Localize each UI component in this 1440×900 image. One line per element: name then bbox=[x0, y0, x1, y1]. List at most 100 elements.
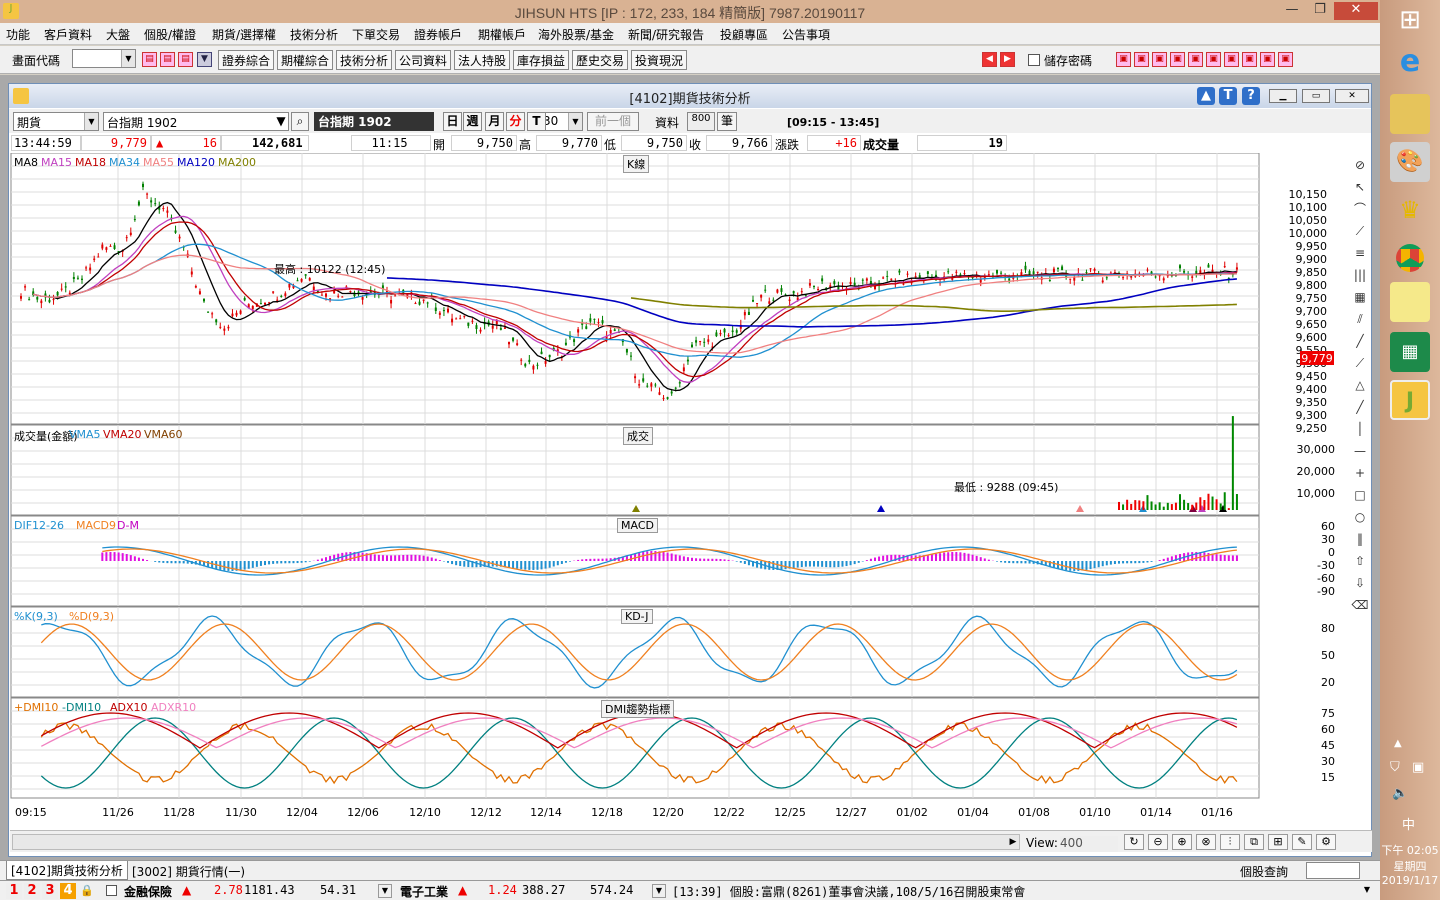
type-select[interactable]: 期貨 ▼ bbox=[13, 112, 99, 131]
toolbar-button-1[interactable]: 期權綜合 bbox=[277, 50, 334, 70]
close-button[interactable]: ✕ bbox=[1334, 2, 1378, 20]
toolbar-button-0[interactable]: 證券綜合 bbox=[218, 50, 275, 70]
tray-icon-1[interactable]: ⛉ bbox=[1390, 760, 1400, 775]
bottom-tool-3-icon[interactable]: ⊗ bbox=[1196, 834, 1216, 850]
lock-icon[interactable]: 🔒 bbox=[80, 884, 94, 897]
child-close-button[interactable]: ✕ bbox=[1335, 89, 1369, 103]
period-1[interactable]: 週 bbox=[463, 112, 482, 131]
draw-tool-9-icon[interactable]: ⟋ bbox=[1355, 356, 1365, 370]
menu-item-10[interactable]: 新聞/研究報告 bbox=[628, 28, 705, 42]
ime-indicator[interactable]: 中 bbox=[1402, 818, 1416, 833]
draw-tool-4-icon[interactable]: ≡ bbox=[1354, 246, 1366, 260]
bottom-tool-5-icon[interactable]: ⧉ bbox=[1244, 834, 1264, 850]
stock-query-input[interactable] bbox=[1306, 862, 1360, 879]
sheets-icon[interactable]: ▦ bbox=[1390, 332, 1430, 372]
chart-area[interactable]: 10,15010,10010,05010,0009,9509,9009,8509… bbox=[9, 153, 1349, 829]
scrollbar-track[interactable] bbox=[12, 834, 1020, 850]
clock-time[interactable]: 下午 02:05 bbox=[1381, 844, 1439, 857]
menu-item-5[interactable]: 技術分析 bbox=[290, 28, 339, 42]
quick-icon-2[interactable]: ▤ bbox=[178, 52, 193, 67]
text-icon[interactable]: T bbox=[1219, 87, 1237, 105]
bottom-tool-0-icon[interactable]: ↻ bbox=[1124, 834, 1144, 850]
save-password-checkbox[interactable] bbox=[1028, 54, 1040, 66]
interval-select[interactable]: 30 ▼ bbox=[539, 112, 583, 131]
menu-item-9[interactable]: 海外股票/基金 bbox=[538, 28, 615, 42]
period-3[interactable]: 分 bbox=[506, 112, 525, 131]
period-0[interactable]: 日 bbox=[443, 112, 462, 131]
tool-icon-9[interactable]: ▣ bbox=[1278, 52, 1293, 67]
draw-tool-7-icon[interactable]: ⫽ bbox=[1357, 312, 1363, 326]
volume-icon[interactable]: 🔈 bbox=[1392, 786, 1409, 801]
toolbar-button-3[interactable]: 公司資料 bbox=[395, 50, 452, 70]
draw-tool-17-icon[interactable]: ‖ bbox=[1357, 532, 1363, 546]
toolbar-button-6[interactable]: 歷史交易 bbox=[572, 50, 629, 70]
sticky-notes-icon[interactable] bbox=[1390, 282, 1430, 322]
menu-item-2[interactable]: 大盤 bbox=[106, 28, 131, 42]
sector2-dropdown-icon[interactable]: ▼ bbox=[652, 884, 666, 898]
tool-icon-4[interactable]: ▣ bbox=[1188, 52, 1203, 67]
contract-select[interactable]: 台指期 1902 ▼ bbox=[103, 112, 289, 131]
news-dropdown-icon[interactable]: ▼ bbox=[1363, 885, 1371, 894]
menu-item-1[interactable]: 客戶資料 bbox=[44, 28, 93, 42]
data-count-input[interactable]: 800 bbox=[687, 112, 715, 131]
quick-icon-1[interactable]: ▤ bbox=[160, 52, 175, 67]
status-num-3[interactable]: 3 bbox=[42, 883, 58, 899]
tool-icon-6[interactable]: ▣ bbox=[1224, 52, 1239, 67]
menu-item-3[interactable]: 個股/權證 bbox=[144, 28, 197, 42]
tool-icon-3[interactable]: ▣ bbox=[1170, 52, 1185, 67]
paint-icon[interactable]: 🎨 bbox=[1390, 142, 1430, 182]
windows-start-icon[interactable]: ⊞ bbox=[1399, 5, 1421, 35]
tool-icon-8[interactable]: ▣ bbox=[1260, 52, 1275, 67]
tool-icon-2[interactable]: ▣ bbox=[1152, 52, 1167, 67]
bottom-tool-6-icon[interactable]: ⊞ bbox=[1268, 834, 1288, 850]
quick-icon-0[interactable]: ▤ bbox=[142, 52, 157, 67]
tool-icon-0[interactable]: ▣ bbox=[1116, 52, 1131, 67]
period-2[interactable]: 月 bbox=[485, 112, 504, 131]
bottom-tool-7-icon[interactable]: ✎ bbox=[1292, 834, 1312, 850]
draw-tool-11-icon[interactable]: ╱ bbox=[1356, 400, 1364, 414]
dropdown-icon[interactable]: ▼ bbox=[197, 52, 212, 67]
jihsun-app-icon[interactable]: J bbox=[1390, 380, 1430, 420]
help-icon[interactable]: ? bbox=[1242, 87, 1260, 105]
draw-tool-14-icon[interactable]: + bbox=[1354, 466, 1366, 480]
draw-tool-10-icon[interactable]: △ bbox=[1355, 378, 1365, 392]
draw-tool-0-icon[interactable]: ⊘ bbox=[1354, 158, 1366, 172]
crown-app-icon[interactable]: ♛ bbox=[1399, 196, 1421, 224]
draw-tool-20-icon[interactable]: ⌫ bbox=[1351, 598, 1369, 612]
bottom-tool-2-icon[interactable]: ⊕ bbox=[1172, 834, 1192, 850]
search-icon[interactable]: ⌕ bbox=[291, 112, 309, 131]
draw-tool-18-icon[interactable]: ⇧ bbox=[1354, 554, 1366, 568]
menu-item-12[interactable]: 公告事項 bbox=[782, 28, 831, 42]
tool-icon-7[interactable]: ▣ bbox=[1242, 52, 1257, 67]
draw-tool-5-icon[interactable]: ||| bbox=[1353, 268, 1367, 282]
chrome-icon[interactable] bbox=[1390, 238, 1430, 278]
ie-icon[interactable]: e bbox=[1399, 44, 1421, 79]
menu-item-7[interactable]: 證券帳戶 bbox=[414, 28, 463, 42]
draw-tool-19-icon[interactable]: ⇩ bbox=[1354, 576, 1366, 590]
status-num-4[interactable]: 4 bbox=[60, 883, 76, 899]
status-checkbox[interactable] bbox=[106, 885, 117, 896]
draw-tool-13-icon[interactable]: — bbox=[1354, 444, 1366, 458]
view-value[interactable]: 400 bbox=[1060, 836, 1118, 852]
unit-button[interactable]: 筆 bbox=[717, 112, 737, 131]
draw-tool-2-icon[interactable]: ⌒ bbox=[1353, 202, 1366, 216]
status-num-1[interactable]: 1 bbox=[6, 883, 22, 899]
bottom-tool-8-icon[interactable]: ⚙ bbox=[1316, 834, 1336, 850]
period-4[interactable]: T bbox=[527, 112, 546, 131]
scroll-right-icon[interactable]: ▶ bbox=[1009, 837, 1017, 847]
draw-tool-1-icon[interactable]: ↖ bbox=[1354, 180, 1366, 194]
code-input[interactable]: ▼ bbox=[72, 49, 136, 68]
bottom-tool-4-icon[interactable]: ⫶ bbox=[1220, 834, 1240, 850]
menu-item-8[interactable]: 期權帳戶 bbox=[478, 28, 527, 42]
draw-tool-3-icon[interactable]: ⟋ bbox=[1355, 224, 1365, 238]
network-icon[interactable]: ▣ bbox=[1412, 760, 1425, 775]
draw-tool-6-icon[interactable]: ▦ bbox=[1354, 290, 1366, 304]
toolbar-button-2[interactable]: 技術分析 bbox=[336, 50, 393, 70]
draw-tool-16-icon[interactable]: ○ bbox=[1354, 510, 1366, 524]
status-num-2[interactable]: 2 bbox=[24, 883, 40, 899]
prev-button[interactable]: 前一個 bbox=[587, 112, 639, 131]
bottom-tool-1-icon[interactable]: ⊖ bbox=[1148, 834, 1168, 850]
draw-tool-8-icon[interactable]: ╱ bbox=[1356, 334, 1364, 348]
file-explorer-icon[interactable] bbox=[1390, 94, 1430, 134]
tool-icon-5[interactable]: ▣ bbox=[1206, 52, 1221, 67]
